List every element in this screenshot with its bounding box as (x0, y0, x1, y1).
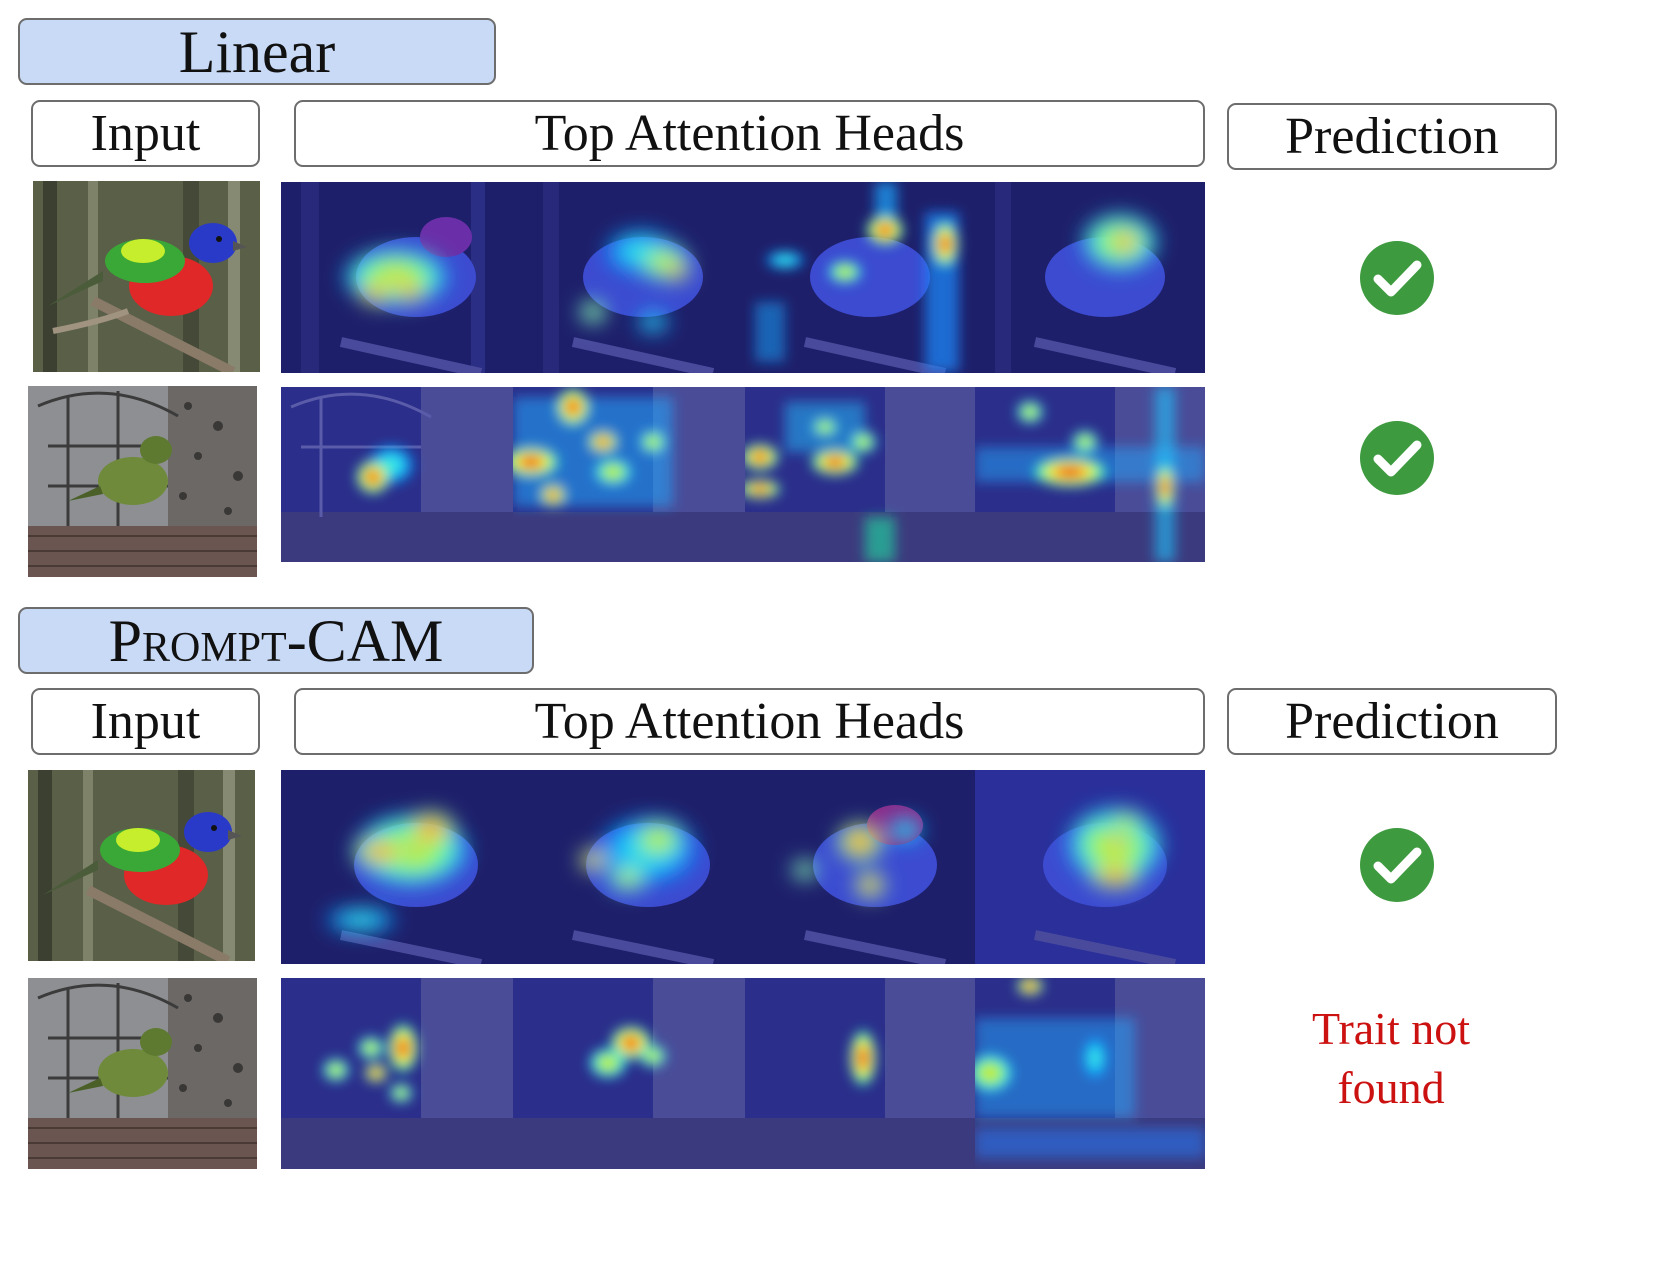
top-attention-heads-header: Top Attention Heads (294, 688, 1205, 755)
prediction-header-label: Prediction (1285, 692, 1499, 750)
section-title-prompt-cam: Prompt-CAM (18, 607, 534, 674)
section-title-linear: Linear (18, 18, 496, 85)
top-attention-heads-header: Top Attention Heads (294, 100, 1205, 167)
prediction-header: Prediction (1227, 688, 1557, 755)
input-header-label: Input (90, 104, 201, 162)
attention-heatmap-linear-r1-h4 (975, 182, 1205, 373)
attention-heatmap-promptcam-r2-h3 (745, 978, 975, 1169)
fail-text-line1: Trait not (1311, 1003, 1471, 1054)
attention-heatmap-promptcam-r2-h1 (281, 978, 513, 1169)
fail-text-line2: found (1337, 1061, 1445, 1113)
input-image-male-bunting (33, 181, 260, 372)
heads-header-label: Top Attention Heads (534, 104, 965, 162)
check-icon (1360, 241, 1434, 315)
attention-heatmap-promptcam-r2-h2 (513, 978, 745, 1169)
input-header: Input (31, 100, 260, 167)
attention-heatmap-promptcam-r1-h1 (281, 770, 513, 964)
heads-header-label: Top Attention Heads (534, 692, 965, 750)
attention-heatmap-linear-r1-h3 (745, 182, 975, 373)
input-header: Input (31, 688, 260, 755)
input-image-feeder-bunting (28, 386, 257, 577)
attention-heatmap-linear-r2-h2 (513, 387, 745, 562)
attention-heatmap-promptcam-r1-h3 (745, 770, 975, 964)
attention-heatmap-linear-r1-h1 (281, 182, 513, 373)
input-header-label: Input (90, 692, 201, 750)
title-first-letter: P (108, 607, 142, 674)
trait-not-found-text: Trait not found (1241, 1000, 1541, 1118)
input-image-male-bunting (28, 770, 255, 961)
attention-heatmap-promptcam-r2-h4 (975, 978, 1205, 1169)
input-image-feeder-bunting (28, 978, 257, 1169)
attention-heatmap-linear-r2-h3 (745, 387, 975, 562)
section-title-text: Linear (178, 18, 336, 85)
attention-heatmap-promptcam-r1-h2 (513, 770, 745, 964)
check-icon (1360, 421, 1434, 495)
title-rest: -CAM (286, 607, 444, 674)
check-icon (1360, 828, 1434, 902)
attention-heatmap-linear-r1-h2 (513, 182, 745, 373)
attention-heatmap-promptcam-r1-h4 (975, 770, 1205, 964)
prediction-header: Prediction (1227, 103, 1557, 170)
title-small-caps: rompt (141, 607, 287, 674)
section-title-text: Prompt-CAM (109, 611, 444, 671)
attention-heatmap-linear-r2-h4 (975, 387, 1205, 562)
prediction-header-label: Prediction (1285, 107, 1499, 165)
attention-heatmap-linear-r2-h1 (281, 387, 513, 562)
